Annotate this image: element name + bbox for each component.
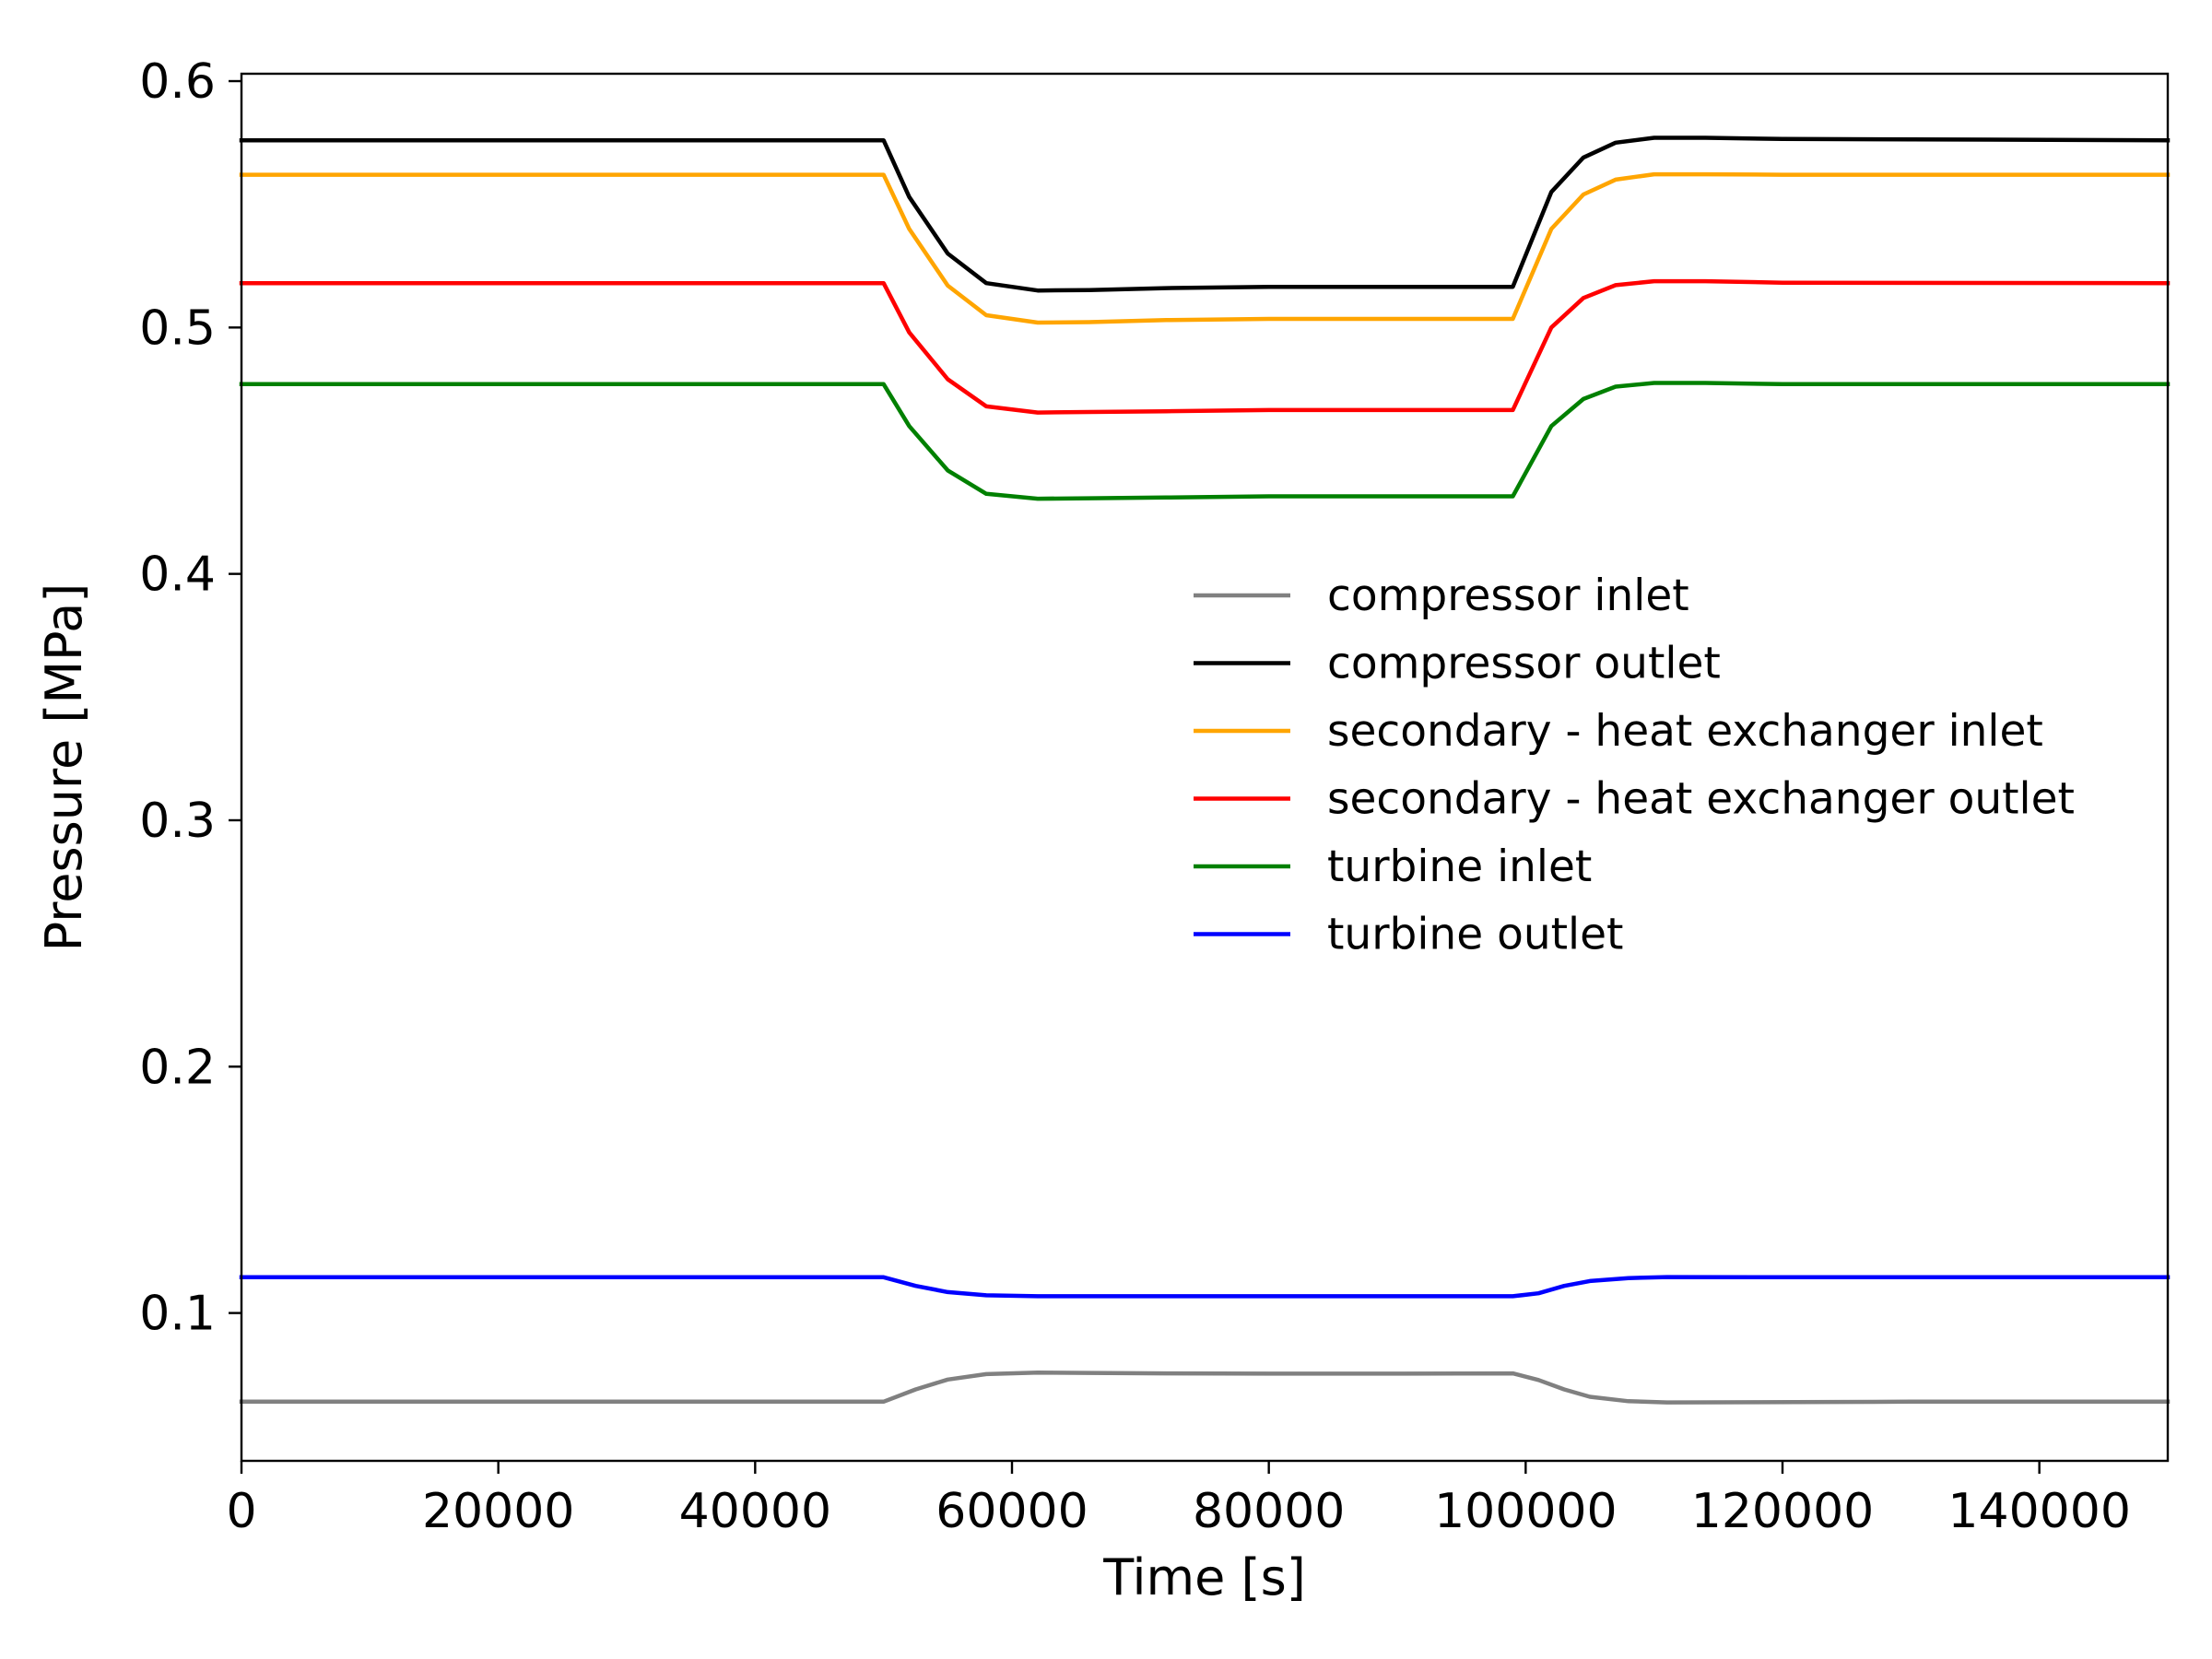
x-tick-label: 40000 (679, 1484, 831, 1539)
x-tick-label: 60000 (935, 1484, 1088, 1539)
x-tick-label: 120000 (1691, 1484, 1875, 1539)
y-tick-label: 0.3 (139, 794, 216, 849)
legend-label-3: secondary - heat exchanger outlet (1327, 774, 2075, 825)
y-tick-label: 0.6 (139, 54, 216, 110)
x-tick-label: 80000 (1193, 1484, 1345, 1539)
x-axis: 0 20000 40000 60000 80000 100000 120000 140000 (226, 1461, 2131, 1539)
legend-label-2: secondary - heat exchanger inlet (1327, 706, 2043, 757)
x-tick-label: 140000 (1947, 1484, 2131, 1539)
series-line-1 (239, 135, 2171, 293)
y-tick-label: 0.5 (139, 300, 216, 356)
y-tick-label: 0.2 (139, 1040, 216, 1095)
x-tick-label: 100000 (1434, 1484, 1618, 1539)
series-line-5 (239, 1275, 2171, 1299)
legend-label-1: compressor outlet (1327, 639, 1721, 689)
x-tick-label: 0 (226, 1484, 256, 1539)
legend-label-4: turbine inlet (1327, 841, 1592, 892)
y-axis: 0.1 0.2 0.3 0.4 0.5 0.6 (139, 54, 241, 1342)
series-line-0 (239, 1371, 2171, 1405)
y-tick-label: 0.4 (139, 547, 216, 603)
legend: compressor inlet compressor outlet seconda… (1194, 571, 2075, 960)
legend-label-5: turbine outlet (1327, 910, 1623, 960)
legend-label-0: compressor inlet (1327, 571, 1689, 621)
y-axis-label: Pressure [MPa] (35, 583, 93, 952)
series-line-4 (239, 381, 2171, 501)
series-line-2 (239, 171, 2171, 325)
series-line-3 (239, 278, 2171, 415)
x-tick-label: 20000 (422, 1484, 574, 1539)
x-axis-label: Time [s] (1102, 1548, 1306, 1606)
y-tick-label: 0.1 (139, 1287, 216, 1342)
series-layer (239, 135, 2171, 1405)
plot-frame (240, 72, 2170, 1463)
